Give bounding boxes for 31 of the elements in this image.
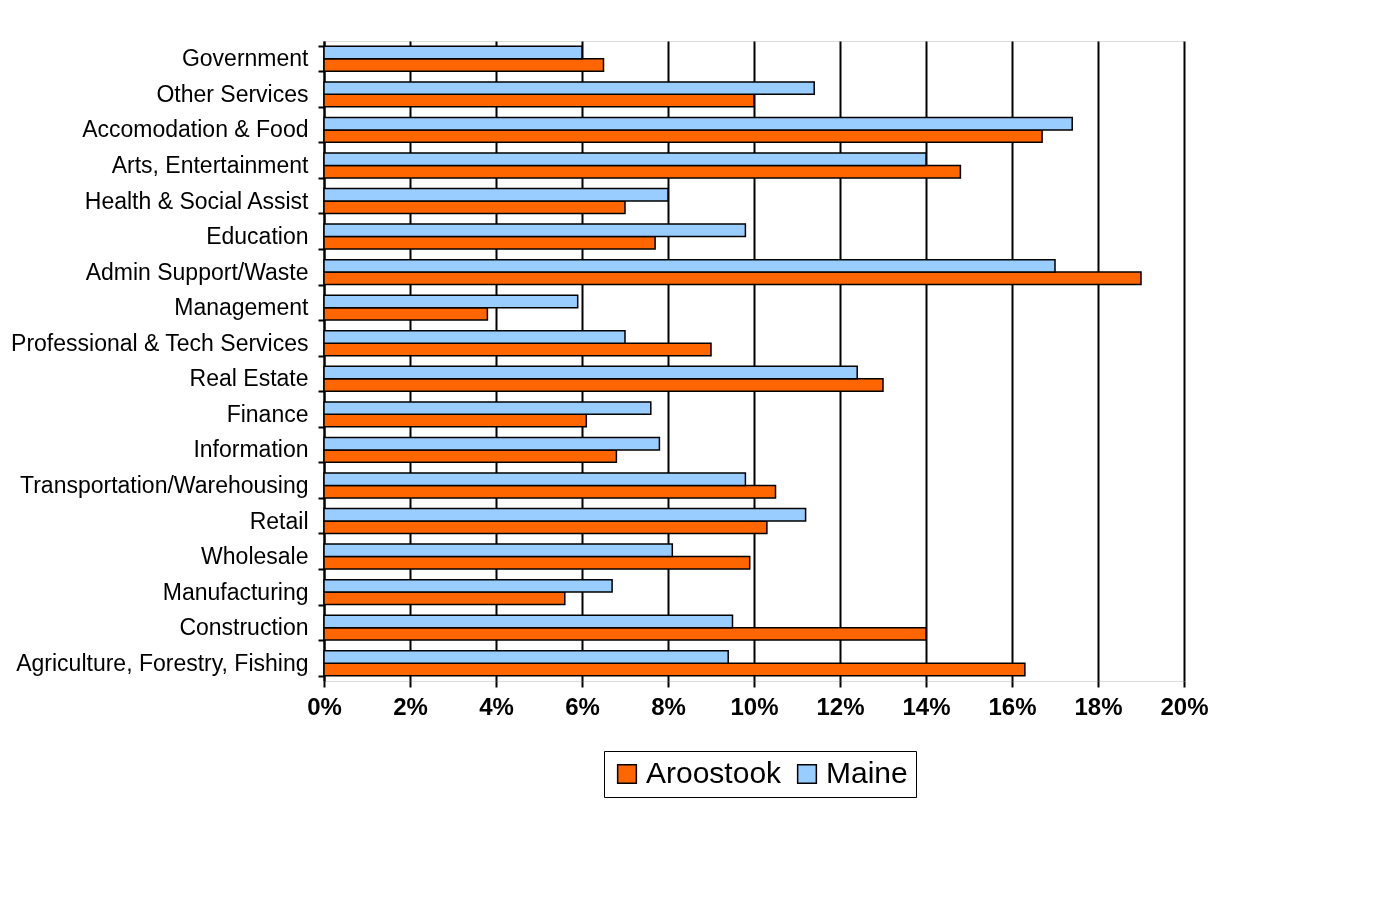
- x-tick-label: 12%: [816, 692, 865, 720]
- y-tick-label: Government: [181, 45, 310, 72]
- x-tick-label: 6%: [565, 692, 600, 720]
- y-tick-label: Management: [174, 294, 310, 321]
- x-tick-label: 4%: [479, 692, 514, 720]
- legend-label: Aroostook: [646, 756, 783, 789]
- y-tick-label: Manufacturing: [162, 578, 309, 605]
- y-tick-label: Retail: [249, 507, 309, 534]
- x-tick-label: 8%: [651, 692, 686, 720]
- y-tick-label: Agriculture, Forestry, Fishing: [16, 649, 309, 676]
- y-tick-label: Real Estate: [189, 365, 309, 392]
- y-tick-label: Information: [193, 436, 309, 463]
- y-tick-label: Education: [206, 223, 309, 250]
- y-tick-label: Wholesale: [201, 543, 309, 570]
- y-tick-label: Construction: [179, 614, 309, 641]
- y-tick-label: Professional & Tech Services: [11, 329, 309, 356]
- y-tick-label: Transportation/Warehousing: [20, 471, 309, 498]
- y-tick-label: Arts, Entertainment: [111, 151, 310, 178]
- y-tick-label: Admin Support/Waste: [85, 258, 309, 285]
- y-tick-label: Other Services: [156, 80, 309, 107]
- x-tick-label: 2%: [393, 692, 428, 720]
- y-tick-label: Finance: [226, 400, 309, 427]
- legend-label: Maine: [826, 756, 908, 789]
- y-tick-label: Accomodation & Food: [82, 116, 309, 143]
- x-tick-label: 10%: [730, 692, 779, 720]
- x-tick-label: 0%: [307, 692, 342, 720]
- x-tick-label: 18%: [1074, 692, 1123, 720]
- x-tick-label: 14%: [902, 692, 951, 720]
- y-tick-label: Health & Social Assist: [84, 187, 310, 214]
- x-tick-label: 20%: [1160, 692, 1209, 720]
- x-tick-label: 16%: [988, 692, 1037, 720]
